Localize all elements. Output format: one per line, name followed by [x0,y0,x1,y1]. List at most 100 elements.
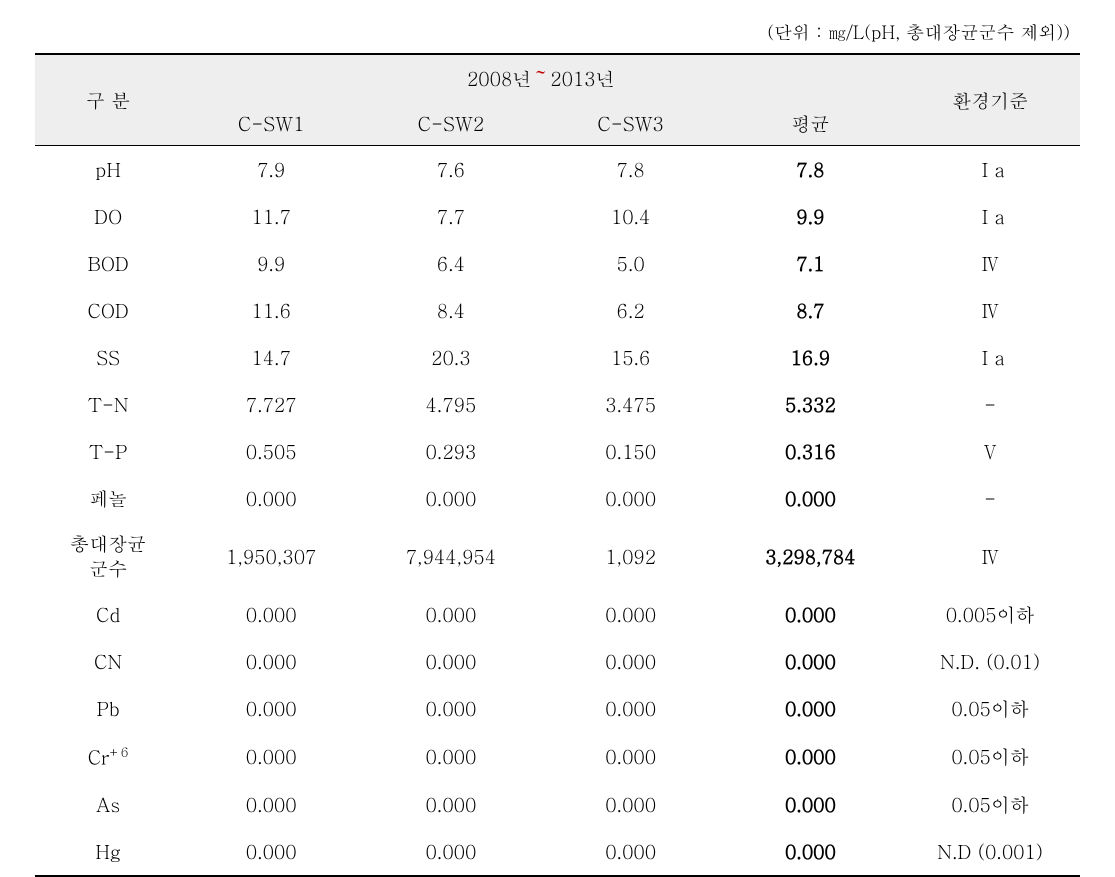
table-row: Hg0.0000.0000.0000.000N.D (0.001) [35,828,1080,876]
cell-standard: N.D (0.001) [900,828,1080,876]
cell-avg: 7.8 [721,146,901,194]
cell-standard: 0.05이하 [900,685,1080,732]
cell-sw2: 7.6 [361,146,541,194]
cell-standard: Ⅳ [900,287,1080,334]
cell-standard: Ⅳ [900,522,1080,591]
cell-sw3: 0.150 [541,428,721,475]
cell-sw2: 0.293 [361,428,541,475]
cell-standard: - [900,475,1080,522]
cell-standard: Ⅰa [900,146,1080,194]
cell-sw2: 0.000 [361,638,541,685]
header-sw1: C-SW1 [181,102,361,146]
cell-sw3: 10.4 [541,193,721,240]
year-prefix: 2008년 [467,65,531,92]
cell-standard: Ⅳ [900,240,1080,287]
cell-sw2: 6.4 [361,240,541,287]
cell-sw3: 6.2 [541,287,721,334]
table-row: Cd0.0000.0000.0000.0000.005이하 [35,591,1080,638]
table-body: pH7.97.67.87.8ⅠaDO11.77.710.49.9ⅠaBOD9.9… [35,146,1080,876]
cell-sw1: 0.000 [181,828,361,876]
cell-avg: 0.000 [721,685,901,732]
row-label: 페놀 [35,475,181,522]
cell-sw2: 7,944,954 [361,522,541,591]
cell-sw3: 0.000 [541,781,721,828]
cell-sw3: 0.000 [541,475,721,522]
cell-avg: 0.000 [721,781,901,828]
cell-sw3: 0.000 [541,591,721,638]
unit-note: (단위 : ㎎/L(pH, 총대장균군수 제외)) [35,20,1080,45]
cell-sw1: 0.000 [181,591,361,638]
cell-sw2: 8.4 [361,287,541,334]
cell-standard: 0.05이하 [900,732,1080,780]
cell-sw2: 0.000 [361,828,541,876]
cell-sw3: 0.000 [541,685,721,732]
cell-sw3: 15.6 [541,334,721,381]
cell-sw1: 0.000 [181,685,361,732]
cell-avg: 3,298,784 [721,522,901,591]
cell-sw3: 1,092 [541,522,721,591]
cell-avg: 7.1 [721,240,901,287]
cell-sw2: 0.000 [361,781,541,828]
header-sw2: C-SW2 [361,102,541,146]
table-row: COD11.68.46.28.7Ⅳ [35,287,1080,334]
table-row: SS14.720.315.616.9Ⅰa [35,334,1080,381]
row-label: Cd [35,591,181,638]
cell-sw1: 11.6 [181,287,361,334]
cell-standard: N.D. (0.01) [900,638,1080,685]
cell-sw2: 0.000 [361,591,541,638]
cell-sw1: 7.9 [181,146,361,194]
cell-avg: 9.9 [721,193,901,240]
data-table: 구 분 2008년～2013년 환경기준 C-SW1 C-SW2 C-SW3 평… [35,53,1080,877]
cell-sw2: 7.7 [361,193,541,240]
table-row: CN0.0000.0000.0000.000N.D. (0.01) [35,638,1080,685]
cell-standard: 0.05이하 [900,781,1080,828]
cell-sw2: 0.000 [361,732,541,780]
table-row: Pb0.0000.0000.0000.0000.05이하 [35,685,1080,732]
cell-sw1: 7.727 [181,381,361,428]
cell-sw2: 20.3 [361,334,541,381]
table-row: pH7.97.67.87.8Ⅰa [35,146,1080,194]
cell-avg: 0.316 [721,428,901,475]
row-label: CN [35,638,181,685]
cell-standard: - [900,381,1080,428]
cell-sw1: 0.000 [181,732,361,780]
table-row: As0.0000.0000.0000.0000.05이하 [35,781,1080,828]
header-category: 구 분 [35,54,181,146]
cell-avg: 0.000 [721,828,901,876]
cell-sw3: 3.475 [541,381,721,428]
row-label: 총대장균군수 [35,522,181,591]
cell-standard: 0.005이하 [900,591,1080,638]
cell-standard: Ⅰa [900,334,1080,381]
cell-sw1: 0.505 [181,428,361,475]
cell-sw3: 0.000 [541,828,721,876]
row-label: Pb [35,685,181,732]
cell-sw1: 0.000 [181,638,361,685]
cell-sw3: 7.8 [541,146,721,194]
table-row: 총대장균군수1,950,3077,944,9541,0923,298,784Ⅳ [35,522,1080,591]
row-label: Cr+6 [35,732,181,780]
row-label: T-P [35,428,181,475]
table-row: T-N7.7274.7953.4755.332- [35,381,1080,428]
cell-sw3: 0.000 [541,732,721,780]
row-label: As [35,781,181,828]
year-tilde: ～ [531,65,550,92]
table-row: Cr+60.0000.0000.0000.0000.05이하 [35,732,1080,780]
cell-sw3: 5.0 [541,240,721,287]
row-label: DO [35,193,181,240]
year-suffix: 2013년 [550,65,614,92]
table-row: T-P0.5050.2930.1500.316Ⅴ [35,428,1080,475]
cell-avg: 16.9 [721,334,901,381]
cell-sw1: 11.7 [181,193,361,240]
cell-standard: Ⅴ [900,428,1080,475]
header-avg: 평균 [721,102,901,146]
cell-sw1: 9.9 [181,240,361,287]
cell-sw2: 4.795 [361,381,541,428]
header-year-range: 2008년～2013년 [181,54,900,102]
cell-sw1: 0.000 [181,781,361,828]
cell-avg: 0.000 [721,591,901,638]
cell-avg: 0.000 [721,638,901,685]
cell-avg: 0.000 [721,475,901,522]
row-label: BOD [35,240,181,287]
cell-sw3: 0.000 [541,638,721,685]
cell-sw2: 0.000 [361,685,541,732]
